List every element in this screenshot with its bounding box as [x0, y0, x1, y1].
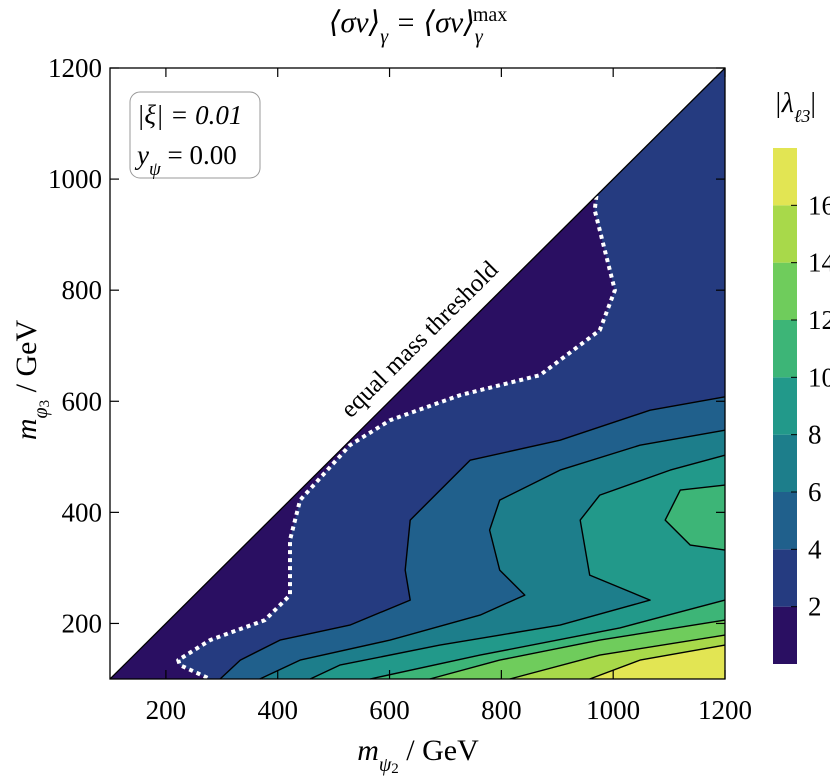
y-label-part: m [10, 418, 43, 440]
colorbar-label-part: |λ [774, 88, 794, 119]
contour-line [589, 644, 726, 680]
contour-line [664, 484, 726, 551]
info-part: ψ [149, 159, 162, 180]
y-tick-label: 800 [62, 275, 103, 305]
colorbar-label: |λℓ3| [774, 88, 816, 126]
plot-area [109, 67, 726, 681]
y-axis-label: mφ3 / GeV [10, 320, 53, 441]
x-tick-label: 600 [369, 695, 410, 725]
colorbar-tick-label: 8 [808, 420, 822, 450]
colorbar-band [773, 377, 797, 435]
x-tick-label: 1200 [698, 695, 752, 725]
colorbar-band [773, 492, 797, 550]
threshold-line [109, 67, 726, 680]
colorbar-band [773, 205, 797, 263]
info-box-frame [129, 91, 261, 179]
colorbar-label-part: ℓ3 [794, 106, 811, 126]
contour-line [259, 429, 726, 680]
title-part: = ⟨σv⟩ [388, 6, 475, 39]
colorbar-band [773, 320, 797, 378]
colorbar-tick-label: 12 [808, 305, 830, 335]
colorbar-tick-label: 2 [808, 592, 822, 622]
contour-line [309, 454, 726, 680]
contour-line [509, 634, 726, 680]
title-part: γ [475, 26, 484, 48]
y-tick-label: 1200 [48, 53, 102, 83]
colorbar-tick-label: 6 [808, 477, 822, 507]
colorbar-tick-label: 10 [808, 362, 830, 392]
colorbar-tick-label: 4 [808, 534, 822, 564]
x-tick-label: 200 [146, 695, 187, 725]
x-tick-label: 800 [481, 695, 522, 725]
colorbar-band [773, 549, 797, 607]
colorbar-band [773, 262, 797, 320]
x-tick-label: 1000 [586, 695, 640, 725]
contour-line [369, 599, 726, 680]
title-part: ⟨σv⟩ [329, 6, 381, 39]
info-line: yψ = 0.00 [134, 140, 237, 180]
contour-line [219, 396, 726, 680]
colorbar-band [773, 606, 797, 664]
x-tick-label: 400 [257, 695, 298, 725]
contour-line [176, 195, 617, 681]
x-axis-label: mψ2 / GeV [357, 734, 479, 777]
x-label-part: m [357, 734, 379, 767]
y-label-part: / GeV [10, 320, 43, 400]
info-part: = 0.00 [161, 140, 237, 170]
info-part: y [134, 140, 149, 170]
y-tick-label: 1000 [48, 164, 102, 194]
info-line: |ξ| = 0.01 [137, 100, 242, 130]
plot-frame [109, 67, 726, 680]
chart-title: ⟨σv⟩γ = ⟨σv⟩γmax [329, 4, 508, 48]
colorbar-tick-label: 14 [808, 248, 830, 278]
y-tick-label: 600 [62, 386, 103, 416]
y-label-part: 3 [37, 400, 53, 408]
title-part: max [473, 4, 507, 26]
contour-line [429, 619, 726, 680]
x-label-part: / GeV [399, 734, 479, 767]
colorbar-band [773, 434, 797, 492]
x-label-part: 2 [391, 761, 399, 777]
info-box: |ξ| = 0.01 yψ = 0.00 [129, 91, 261, 180]
y-tick-label: 200 [62, 608, 103, 638]
colorbar-band [773, 148, 797, 206]
y-label-part: φ [30, 407, 52, 418]
y-tick-label: 400 [62, 497, 103, 527]
colorbar-tick-label: 16 [808, 190, 830, 220]
colorbar-label-part: | [810, 88, 816, 119]
x-label-part: ψ [379, 754, 392, 776]
title-part: γ [380, 26, 389, 48]
